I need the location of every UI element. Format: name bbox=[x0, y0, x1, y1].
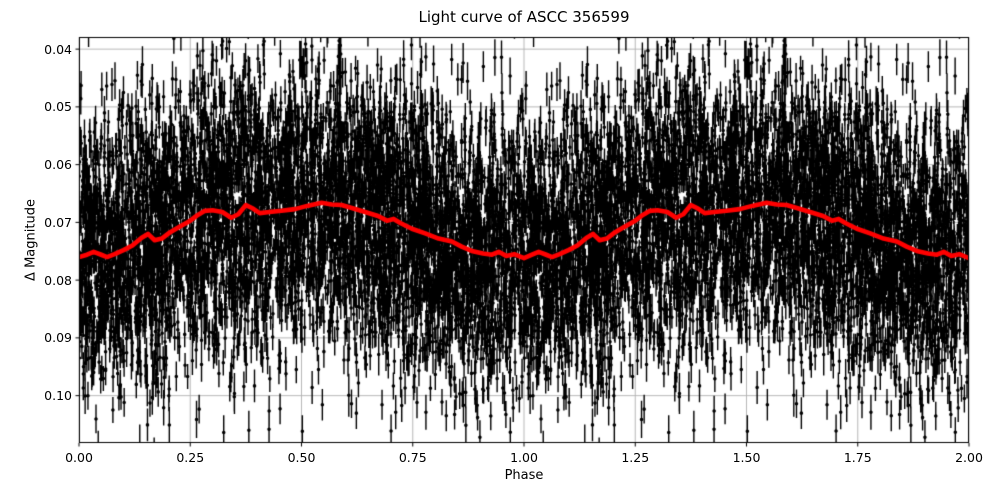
x-tick-label: 0.25 bbox=[176, 450, 205, 465]
y-tick-label: 0.10 bbox=[44, 388, 72, 404]
x-tick-label: 2.00 bbox=[955, 450, 983, 465]
y-tick-label: 0.07 bbox=[44, 214, 72, 230]
y-tick-label: 0.06 bbox=[44, 157, 72, 173]
y-axis-label: Δ Magnitude bbox=[23, 199, 39, 281]
x-tick-label: 1.25 bbox=[621, 450, 650, 465]
x-tick-label: 1.75 bbox=[843, 450, 872, 465]
chart-title: Light curve of ASCC 356599 bbox=[418, 8, 630, 26]
x-tick-label: 0.75 bbox=[398, 450, 427, 465]
x-tick-label: 1.50 bbox=[732, 450, 761, 465]
x-tick-label: 0.00 bbox=[65, 450, 93, 465]
y-tick-label: 0.05 bbox=[44, 99, 72, 115]
x-axis-label: Phase bbox=[504, 468, 544, 483]
x-tick-label: 1.00 bbox=[510, 450, 538, 465]
y-tick-label: 0.09 bbox=[44, 330, 72, 346]
y-tick-label: 0.08 bbox=[44, 272, 72, 288]
y-tick-label: 0.04 bbox=[44, 41, 72, 57]
x-tick-label: 0.50 bbox=[287, 450, 316, 465]
